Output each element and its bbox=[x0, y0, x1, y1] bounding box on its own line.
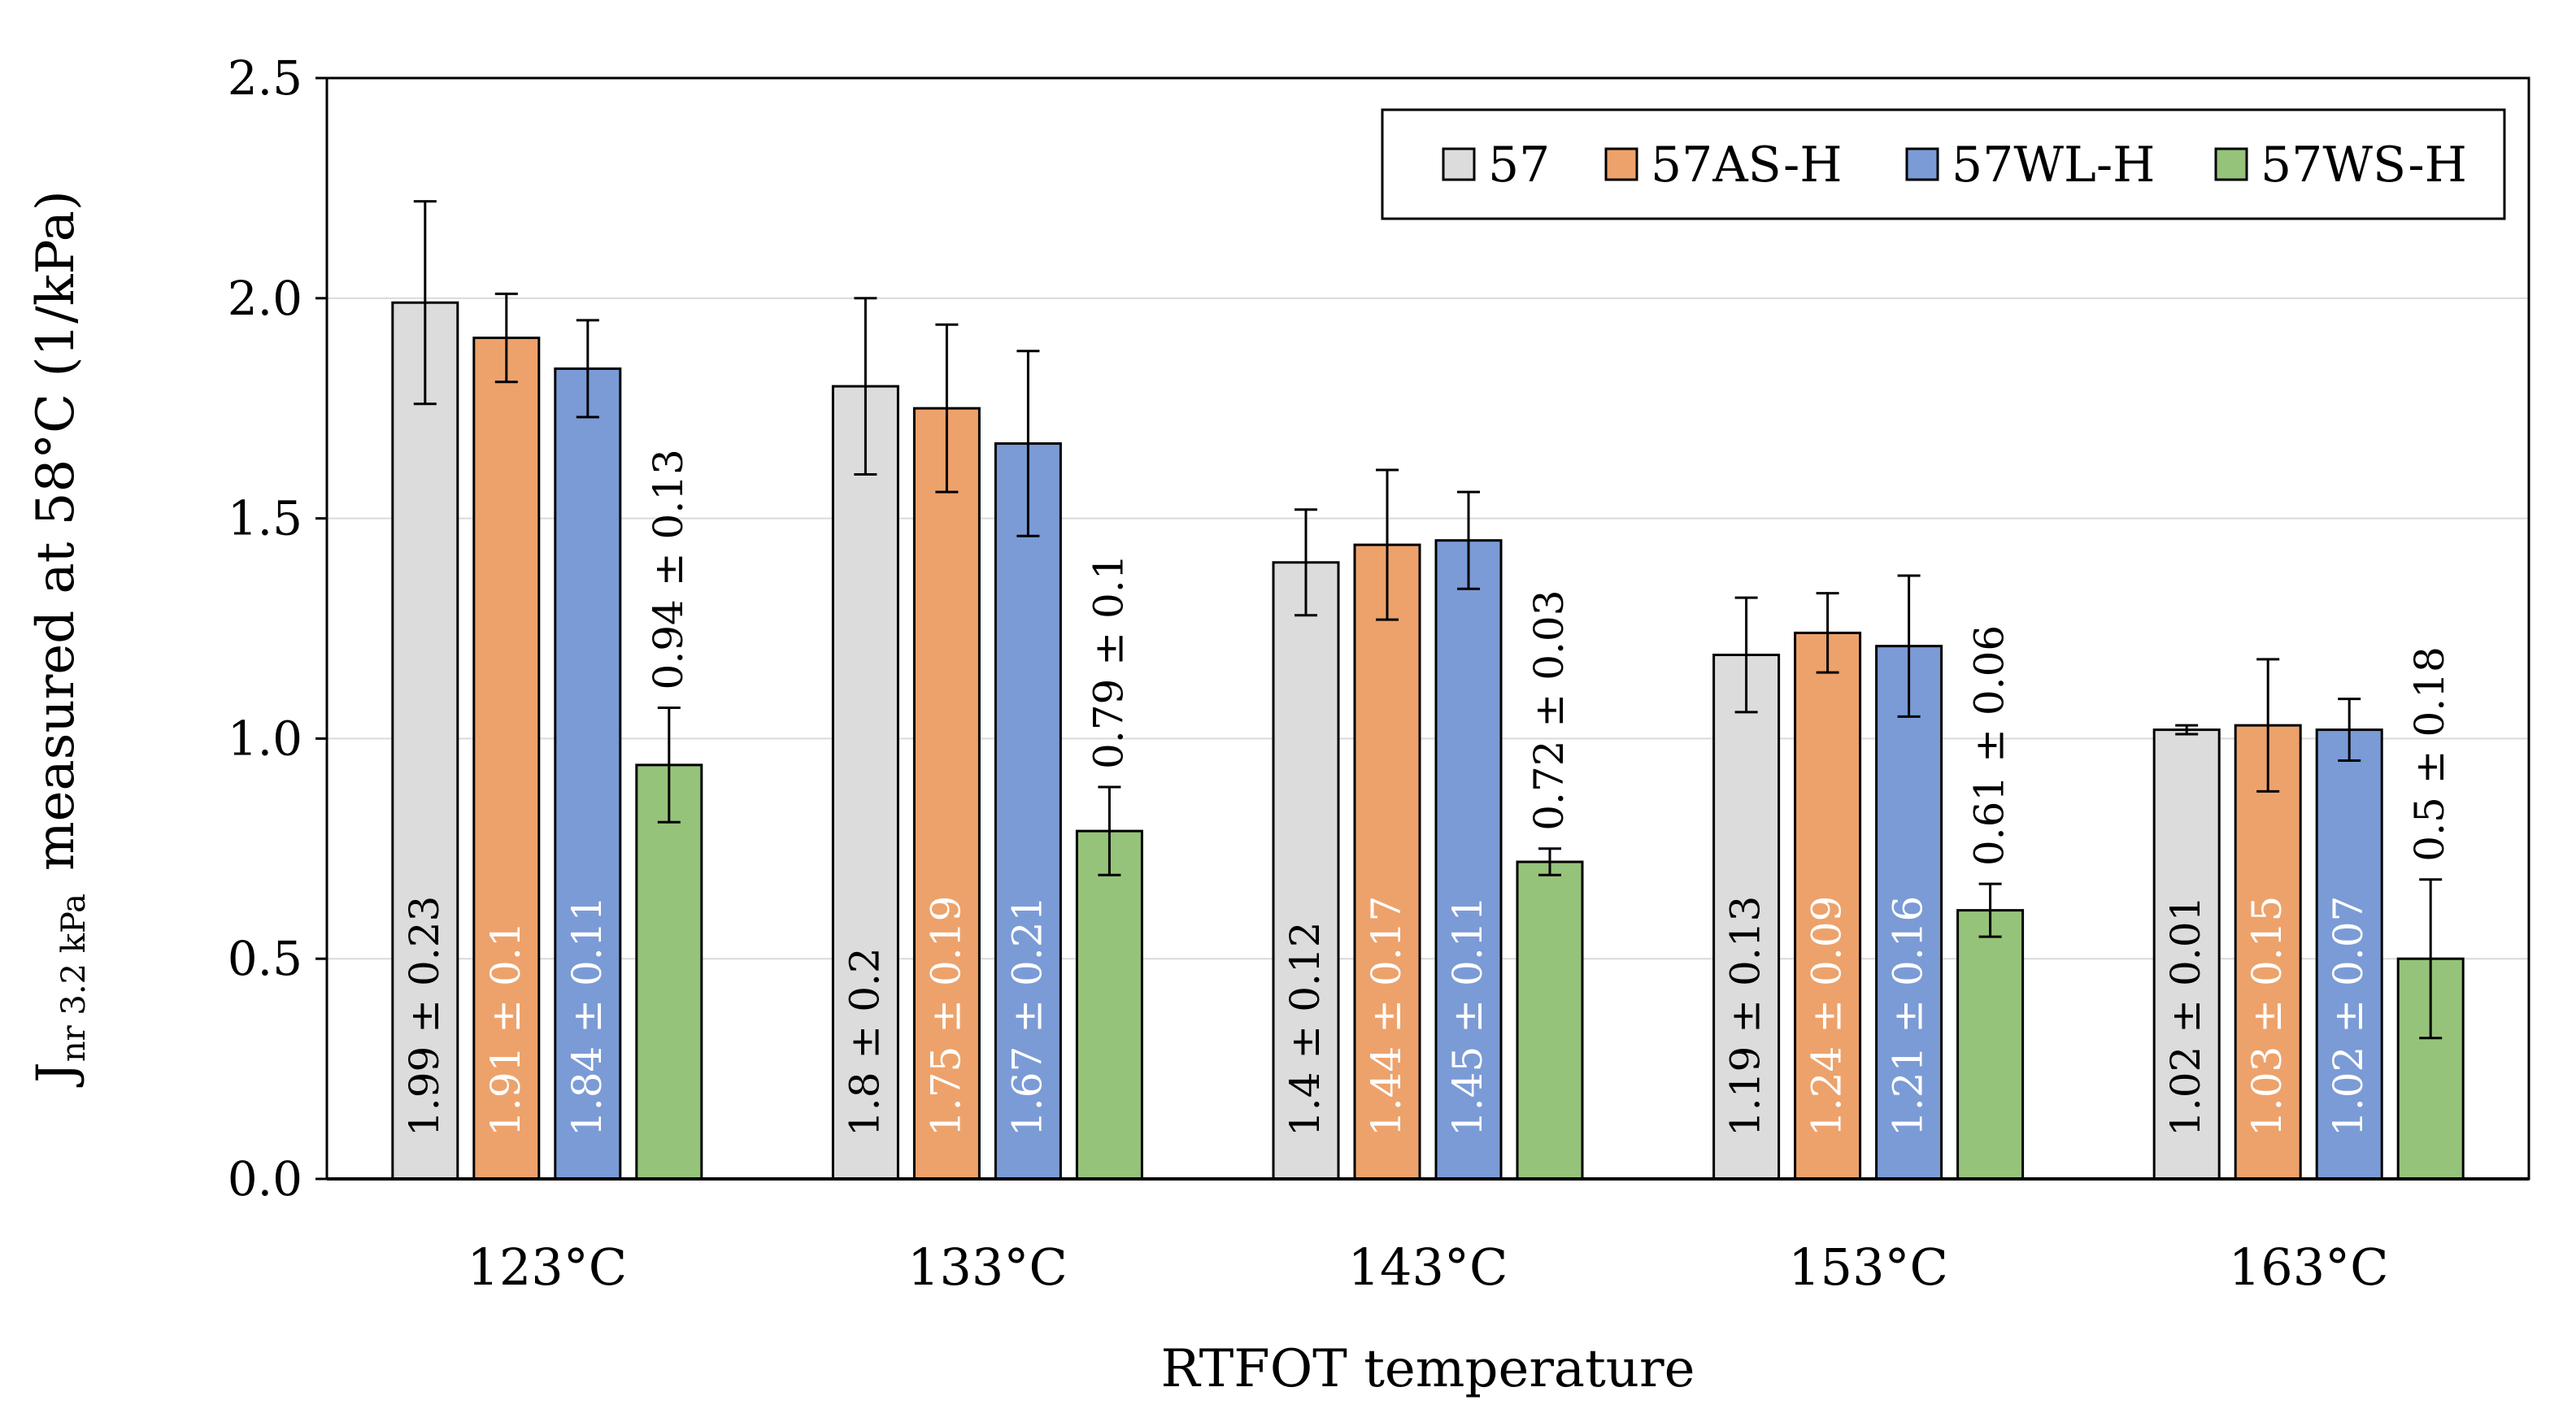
legend-label-57AS-H: 57AS-H bbox=[1651, 137, 1843, 194]
bar-57WS-H-153°C bbox=[1956, 909, 2025, 1181]
x-axis-title: RTFOT temperature bbox=[1161, 1339, 1695, 1399]
legend-box bbox=[1381, 108, 2506, 220]
bar-57WS-H-123°C bbox=[635, 763, 703, 1181]
y-tick-label-5: 2.5 bbox=[228, 50, 302, 106]
legend-label-57WL-H: 57WL-H bbox=[1952, 137, 2155, 194]
data-label-57-163°C: 1.02 ± 0.01 bbox=[2162, 896, 2209, 1137]
legend-swatch-57WL-H bbox=[1905, 147, 1939, 181]
data-label-57WL-H-163°C: 1.02 ± 0.07 bbox=[2325, 896, 2372, 1137]
y-tick-label-2: 1.0 bbox=[228, 711, 302, 766]
x-tick-label-3: 153°C bbox=[1788, 1237, 1948, 1297]
data-label-57WL-H-153°C: 1.21 ± 0.16 bbox=[1885, 896, 1932, 1137]
data-label-57WL-H-143°C: 1.45 ± 0.11 bbox=[1444, 896, 1491, 1137]
bar-57WL-H-143°C bbox=[1434, 539, 1503, 1181]
y-axis-title-rest: measured at 58°C (1/kPa) bbox=[26, 190, 86, 871]
bar-57WS-H-133°C bbox=[1075, 829, 1143, 1181]
y-axis-title: Jnr 3.2 kPa measured at 58°C (1/kPa) bbox=[26, 190, 93, 1088]
x-tick-label-0: 123°C bbox=[467, 1237, 627, 1297]
y-tick-label-4: 2.0 bbox=[228, 271, 302, 326]
data-label-57WS-H-163°C: 0.5 ± 0.18 bbox=[2406, 646, 2453, 862]
y-tick-label-1: 0.5 bbox=[228, 931, 302, 986]
bar-57AS-H-143°C bbox=[1353, 543, 1421, 1181]
data-label-57WS-H-143°C: 0.72 ± 0.03 bbox=[1525, 589, 1573, 830]
data-label-57-123°C: 1.99 ± 0.23 bbox=[401, 896, 448, 1137]
error-bars bbox=[413, 200, 2443, 1040]
axis-titles: RTFOT temperature Jnr 3.2 kPa measured at … bbox=[26, 190, 1695, 1399]
data-label-57WS-H-153°C: 0.61 ± 0.06 bbox=[1966, 625, 2013, 866]
y-tick-label-0: 0.0 bbox=[228, 1151, 302, 1207]
bars bbox=[391, 301, 2465, 1181]
bar-57WL-H-133°C bbox=[994, 442, 1062, 1181]
data-label-57-133°C: 1.8 ± 0.2 bbox=[841, 947, 888, 1137]
bar-57-133°C bbox=[831, 385, 899, 1181]
y-axis-title-subscript: nr 3.2 kPa bbox=[55, 894, 93, 1062]
axes bbox=[315, 76, 2530, 1181]
data-label-57AS-H-123°C: 1.91 ± 0.1 bbox=[482, 921, 529, 1137]
tick-labels: 0.0 0.5 1.0 1.5 2.0 2.5 123°C 133°C 143°C 153°C 16… bbox=[228, 50, 2389, 1297]
data-label-57-153°C: 1.19 ± 0.13 bbox=[1722, 896, 1769, 1137]
bar-57WS-H-143°C bbox=[1516, 860, 1584, 1181]
data-label-57AS-H-153°C: 1.24 ± 0.09 bbox=[1804, 896, 1851, 1137]
legend-label-57WS-H: 57WS-H bbox=[2261, 137, 2467, 194]
data-label-57WS-H-133°C: 0.79 ± 0.1 bbox=[1085, 554, 1132, 769]
legend: 57 57AS-H 57WL-H 57WS-H bbox=[1381, 108, 2506, 220]
data-label-57WL-H-123°C: 1.84 ± 0.11 bbox=[564, 896, 611, 1137]
legend-swatch-57WS-H bbox=[2214, 147, 2248, 181]
bar-57-143°C bbox=[1272, 561, 1340, 1181]
y-tick-label-3: 1.5 bbox=[228, 491, 302, 546]
bar-57AS-H-153°C bbox=[1794, 631, 1862, 1181]
data-labels: 1.99 ± 0.23 1.91 ± 0.1 1.84 ± 0.11 0.94 ± 0… bbox=[401, 449, 2453, 1137]
bar-57-123°C bbox=[391, 301, 459, 1181]
legend-label-57: 57 bbox=[1488, 137, 1550, 194]
x-tick-label-1: 133°C bbox=[907, 1237, 1068, 1297]
x-tick-label-2: 143°C bbox=[1348, 1237, 1508, 1297]
bar-57WL-H-153°C bbox=[1875, 645, 1943, 1181]
x-tick-label-4: 163°C bbox=[2229, 1237, 2389, 1297]
legend-swatch-57 bbox=[1442, 147, 1476, 181]
data-label-57-143°C: 1.4 ± 0.12 bbox=[1281, 921, 1329, 1137]
bar-57WL-H-163°C bbox=[2315, 728, 2383, 1181]
bar-57AS-H-133°C bbox=[912, 407, 981, 1181]
data-label-57WS-H-123°C: 0.94 ± 0.13 bbox=[645, 449, 692, 689]
data-label-57AS-H-143°C: 1.44 ± 0.17 bbox=[1363, 896, 1410, 1137]
data-label-57AS-H-133°C: 1.75 ± 0.19 bbox=[922, 896, 969, 1137]
y-axis-title-main: J bbox=[26, 1062, 86, 1088]
legend-swatch-57AS-H bbox=[1604, 147, 1638, 181]
data-label-57AS-H-163°C: 1.03 ± 0.15 bbox=[2243, 896, 2291, 1137]
data-label-57WL-H-133°C: 1.67 ± 0.21 bbox=[1003, 896, 1051, 1137]
